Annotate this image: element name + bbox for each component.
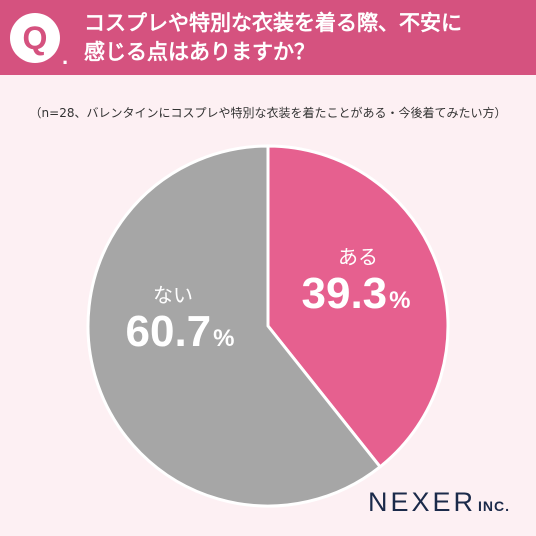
slice-category-label: ない bbox=[153, 283, 193, 307]
nexer-logo: NEXER INC. bbox=[368, 487, 510, 518]
question-header: Q . コスプレや特別な衣装を着る際、不安に 感じる点はありますか？ bbox=[0, 0, 536, 75]
question-text: コスプレや特別な衣装を着る際、不安に 感じる点はありますか？ bbox=[84, 9, 524, 67]
q-badge: Q bbox=[10, 13, 60, 63]
question-line-2: 感じる点はありますか？ bbox=[84, 40, 315, 64]
pie-slice-nai bbox=[86, 144, 382, 508]
q-letter: Q bbox=[22, 20, 48, 56]
sample-note: （n=28、バレンタインにコスプレや特別な衣装を着たことがある・今後着てみたい方… bbox=[29, 106, 507, 120]
slice-value-label: 60.7% bbox=[126, 307, 235, 356]
q-dot: . bbox=[62, 44, 69, 69]
slice-category-label: ある bbox=[338, 245, 378, 269]
logo-name: NEXER bbox=[368, 487, 477, 517]
question-line-1: コスプレや特別な衣装を着る際、不安に bbox=[84, 11, 462, 35]
pie-slice-aru bbox=[266, 144, 450, 469]
slice-value-label: 39.3% bbox=[302, 269, 411, 318]
logo-inc: INC. bbox=[478, 498, 511, 514]
